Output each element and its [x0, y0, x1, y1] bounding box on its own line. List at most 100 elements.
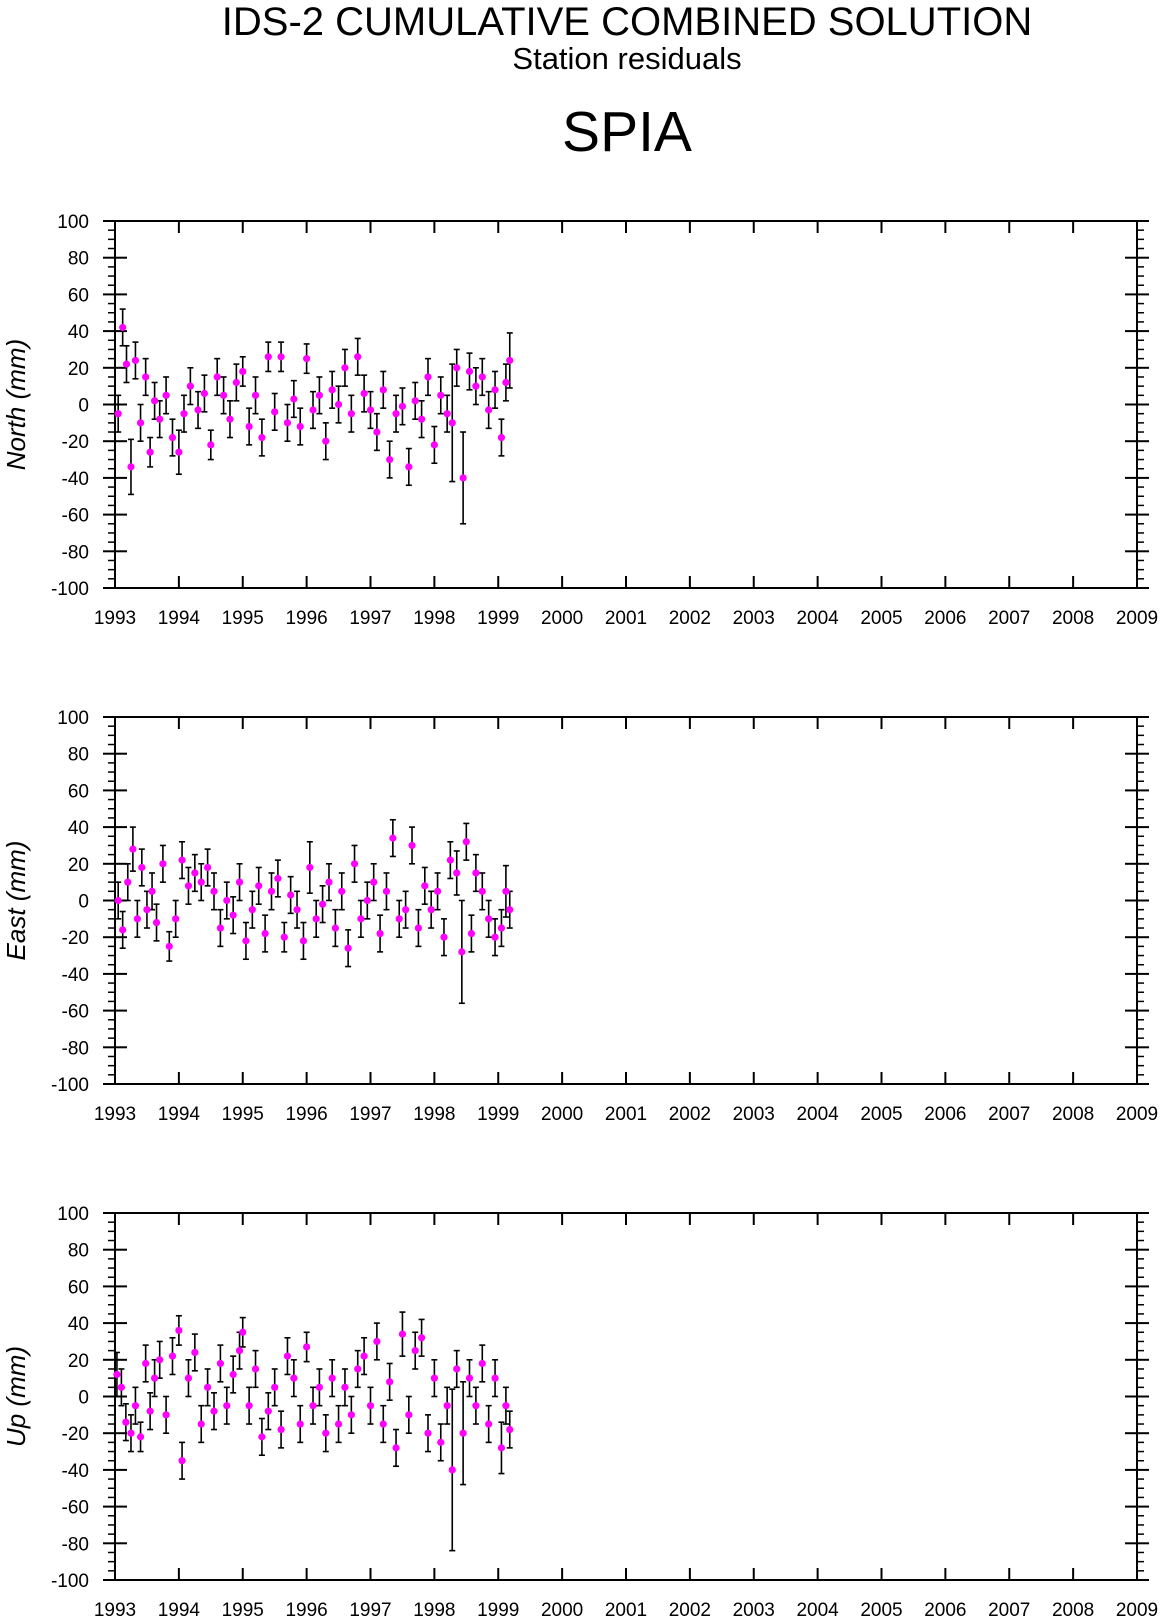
data-point	[379, 386, 387, 394]
data-point	[239, 1328, 247, 1336]
data-point	[453, 1365, 461, 1373]
data-point	[172, 915, 180, 923]
data-point	[331, 924, 339, 932]
data-point	[322, 1429, 330, 1437]
data-point	[204, 863, 212, 872]
data-point	[502, 378, 510, 387]
x-tick-label: 1999	[477, 1104, 519, 1125]
data-point	[210, 1407, 218, 1415]
data-point	[341, 1383, 349, 1391]
data-point	[277, 1425, 285, 1434]
data-point	[382, 887, 391, 895]
data-point	[309, 406, 317, 414]
data-point	[245, 422, 253, 431]
data-point	[379, 1420, 387, 1428]
data-point	[360, 1352, 368, 1360]
plot-frame	[114, 716, 1138, 1085]
data-point	[133, 915, 141, 923]
data-point	[402, 906, 410, 914]
data-point	[386, 1378, 394, 1386]
x-tick-label: 2002	[669, 1600, 711, 1621]
data-point	[341, 364, 349, 372]
data-point	[131, 356, 140, 365]
data-point	[373, 428, 381, 436]
y-tick-label: 100	[57, 212, 89, 233]
data-point	[143, 906, 151, 914]
y-tick-label: -60	[62, 506, 89, 527]
data-point	[239, 367, 247, 376]
data-point	[117, 1383, 125, 1391]
x-tick-label: 1994	[158, 608, 201, 629]
data-point	[357, 915, 365, 923]
x-tick-label: 1999	[477, 1600, 519, 1621]
y-tick-label: 60	[68, 285, 89, 306]
data-point	[405, 463, 413, 471]
data-point	[178, 1457, 186, 1465]
data-point	[178, 856, 186, 864]
data-point	[506, 1425, 514, 1434]
data-point	[328, 1374, 336, 1382]
x-tick-label: 2009	[1116, 1104, 1158, 1125]
data-point	[245, 1402, 253, 1410]
data-point	[318, 900, 327, 908]
x-tick-label: 2005	[860, 1104, 902, 1125]
data-point	[119, 323, 127, 332]
data-point	[344, 944, 352, 952]
data-point	[465, 367, 474, 376]
data-point	[303, 355, 311, 363]
data-point	[156, 1356, 164, 1364]
data-point	[448, 1466, 456, 1474]
data-point	[129, 845, 137, 853]
y-tick-label: 60	[68, 781, 89, 802]
data-point	[386, 455, 394, 464]
data-point	[248, 906, 256, 914]
data-point	[338, 887, 346, 895]
data-point	[255, 882, 263, 890]
data-point	[156, 415, 164, 423]
x-tick-label: 1997	[349, 608, 391, 629]
data-point	[138, 863, 146, 872]
data-point	[213, 373, 221, 381]
x-tick-label: 2001	[605, 608, 647, 629]
data-point	[274, 874, 282, 883]
data-point	[219, 391, 228, 399]
data-point	[411, 397, 419, 405]
data-point	[267, 887, 276, 895]
y-tick-label: -60	[62, 1498, 89, 1519]
data-point	[283, 1352, 292, 1360]
y-tick-label: -80	[62, 1534, 89, 1555]
data-point	[223, 1402, 231, 1410]
data-point	[290, 395, 298, 403]
data-point	[127, 463, 135, 471]
data-point	[315, 391, 323, 399]
y-axis-label: North (mm)	[1, 339, 31, 470]
data-point	[392, 410, 400, 418]
x-tick-label: 1993	[94, 1600, 136, 1621]
data-point	[443, 410, 451, 418]
data-point	[309, 1402, 317, 1410]
data-point	[472, 1402, 480, 1410]
data-point	[207, 441, 215, 449]
y-tick-label: -40	[62, 469, 89, 490]
data-point	[296, 1420, 304, 1428]
x-tick-label: 1993	[94, 1104, 136, 1125]
data-point	[303, 1343, 311, 1351]
data-point	[398, 1330, 407, 1338]
data-point	[322, 437, 330, 445]
data-point	[113, 1370, 121, 1379]
data-point	[197, 1420, 205, 1428]
data-point	[287, 891, 295, 899]
data-point	[389, 834, 397, 842]
data-point	[210, 887, 218, 895]
data-point	[506, 906, 514, 914]
data-point	[347, 1411, 355, 1419]
data-point	[458, 948, 466, 956]
data-point	[437, 1438, 445, 1446]
x-tick-label: 2008	[1052, 1600, 1094, 1621]
data-point	[258, 1433, 266, 1441]
data-point	[175, 448, 183, 456]
data-point	[152, 918, 161, 927]
y-tick-label: -80	[62, 542, 89, 563]
station-name: SPIA	[562, 100, 692, 164]
data-point	[491, 386, 499, 394]
